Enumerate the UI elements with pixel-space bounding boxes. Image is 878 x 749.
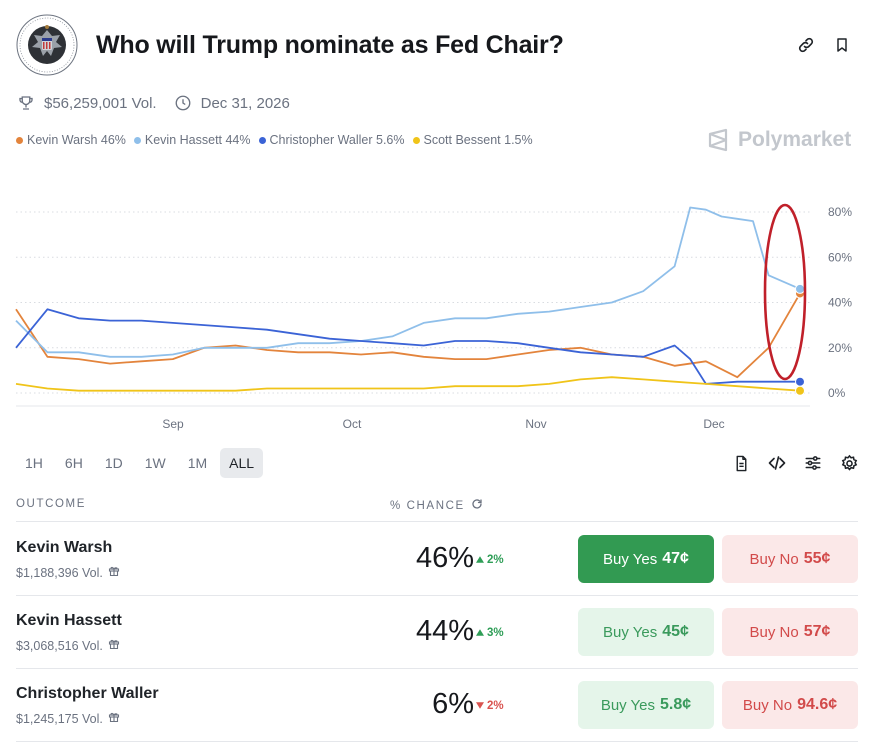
- outcomes-table-header: OUTCOME % CHANCE: [16, 496, 858, 522]
- legend-label: Scott Bessent 1.5%: [423, 133, 533, 147]
- chance-change: 2%: [476, 554, 504, 566]
- total-volume: $56,259,001 Vol.: [44, 94, 157, 112]
- chart-legend: Kevin Warsh 46% Kevin Hassett 44% Christop…: [16, 133, 533, 147]
- brand-name: Polymarket: [738, 128, 852, 151]
- outcome-column-header: OUTCOME: [16, 498, 86, 510]
- federal-reserve-seal-logo: [16, 14, 78, 76]
- buy-yes-button[interactable]: Buy Yes 47¢: [578, 535, 714, 583]
- outcome-volume: $1,245,175 Vol.: [16, 711, 120, 726]
- refresh-icon[interactable]: [471, 498, 483, 513]
- series-line-kevin-warsh: [15, 292, 801, 379]
- range-6h-button[interactable]: 6H: [64, 455, 83, 471]
- range-all-button[interactable]: ALL: [220, 448, 264, 478]
- end-date: Dec 31, 2026: [200, 94, 290, 112]
- legend-dot: [412, 136, 420, 144]
- sliders-icon[interactable]: [802, 452, 824, 474]
- clock-icon: [173, 93, 193, 113]
- chance-change: 3%: [476, 627, 504, 639]
- series-end-dot[interactable]: [795, 283, 805, 294]
- market-title: Who will Trump nominate as Fed Chair?: [96, 31, 564, 59]
- y-tick-label: 80%: [828, 205, 852, 219]
- time-range-selector: 1H 6H 1D 1W 1M ALL: [16, 448, 264, 478]
- outcome-volume: $3,068,516 Vol.: [16, 638, 120, 653]
- buy-no-button[interactable]: Buy No 55¢: [722, 535, 858, 583]
- outcome-chance: 44%: [415, 615, 474, 647]
- trophy-icon: [16, 93, 36, 113]
- legend-label: Christopher Waller 5.6%: [269, 133, 405, 147]
- chance-change: 2%: [476, 700, 504, 712]
- chart-toolbar: [730, 452, 860, 474]
- market-meta: $56,259,001 Vol. Dec 31, 2026: [16, 92, 290, 114]
- range-1w-button[interactable]: 1W: [144, 455, 166, 471]
- legend-item[interactable]: Christopher Waller 5.6%: [258, 133, 405, 147]
- document-icon[interactable]: [730, 452, 752, 474]
- gift-icon[interactable]: [108, 565, 120, 580]
- buy-no-button[interactable]: Buy No 57¢: [722, 608, 858, 656]
- range-1h-button[interactable]: 1H: [25, 455, 43, 471]
- y-tick-label: 20%: [828, 341, 852, 355]
- outcome-chance: 46%: [415, 542, 474, 574]
- series-line-scott-bessent: [15, 376, 801, 392]
- range-1m-button[interactable]: 1M: [187, 455, 208, 471]
- buy-no-button[interactable]: Buy No 94.6¢: [722, 681, 858, 729]
- legend-item[interactable]: Kevin Hassett 44%: [133, 133, 251, 147]
- x-tick-label: Dec: [703, 417, 724, 431]
- x-tick-label: Nov: [525, 417, 546, 431]
- legend-label: Kevin Warsh 46%: [27, 133, 126, 147]
- series-end-dot[interactable]: [795, 385, 805, 396]
- gift-icon[interactable]: [108, 638, 120, 653]
- triangle-up-icon: [476, 554, 484, 566]
- x-tick-label: Sep: [162, 417, 184, 431]
- price-history-chart[interactable]: 80% 60% 40% 20% 0% Sep Oct Nov Dec: [0, 160, 878, 440]
- range-1d-button[interactable]: 1D: [104, 455, 123, 471]
- link-icon[interactable]: [795, 34, 817, 56]
- outcome-row[interactable]: Kevin Hassett $3,068,516 Vol. 44% 3% Buy Yes…: [16, 596, 858, 669]
- outcome-row[interactable]: Christopher Waller $1,245,175 Vol. 6% 2% Buy…: [16, 669, 858, 742]
- legend-dot: [133, 136, 141, 144]
- y-tick-label: 60%: [828, 250, 852, 264]
- legend-item[interactable]: Kevin Warsh 46%: [16, 133, 126, 147]
- outcome-name[interactable]: Kevin Warsh: [16, 539, 113, 556]
- market-header: Who will Trump nominate as Fed Chair?: [16, 14, 862, 78]
- embed-code-icon[interactable]: [766, 452, 788, 474]
- triangle-down-icon: [476, 700, 484, 712]
- legend-label: Kevin Hassett 44%: [144, 133, 251, 147]
- legend-dot: [16, 136, 23, 144]
- buy-yes-button[interactable]: Buy Yes 5.8¢: [578, 681, 714, 729]
- outcome-row[interactable]: Kevin Warsh $1,188,396 Vol. 46% 2% Buy Yes 47…: [16, 523, 858, 596]
- gift-icon[interactable]: [108, 711, 120, 726]
- series-line-kevin-hassett: [15, 206, 801, 358]
- settings-gear-icon[interactable]: [838, 452, 860, 474]
- polymarket-logo: Polymarket: [706, 128, 851, 152]
- buy-yes-button[interactable]: Buy Yes 45¢: [578, 608, 714, 656]
- series-end-dot[interactable]: [795, 376, 805, 387]
- outcome-name[interactable]: Christopher Waller: [16, 685, 159, 702]
- bookmark-icon[interactable]: [831, 34, 853, 56]
- outcome-volume: $1,188,396 Vol.: [16, 565, 120, 580]
- x-tick-label: Oct: [343, 417, 362, 431]
- red-highlight-ellipse: [763, 203, 807, 381]
- y-tick-label: 40%: [828, 296, 852, 310]
- legend-item[interactable]: Scott Bessent 1.5%: [412, 133, 533, 147]
- y-tick-label: 0%: [828, 386, 846, 400]
- chance-column-header: % CHANCE: [390, 498, 483, 513]
- triangle-up-icon: [476, 627, 484, 639]
- outcome-chance: 6%: [432, 688, 474, 720]
- outcome-name[interactable]: Kevin Hassett: [16, 612, 122, 629]
- series-line-christopher-waller: [15, 308, 800, 385]
- legend-dot: [258, 136, 266, 144]
